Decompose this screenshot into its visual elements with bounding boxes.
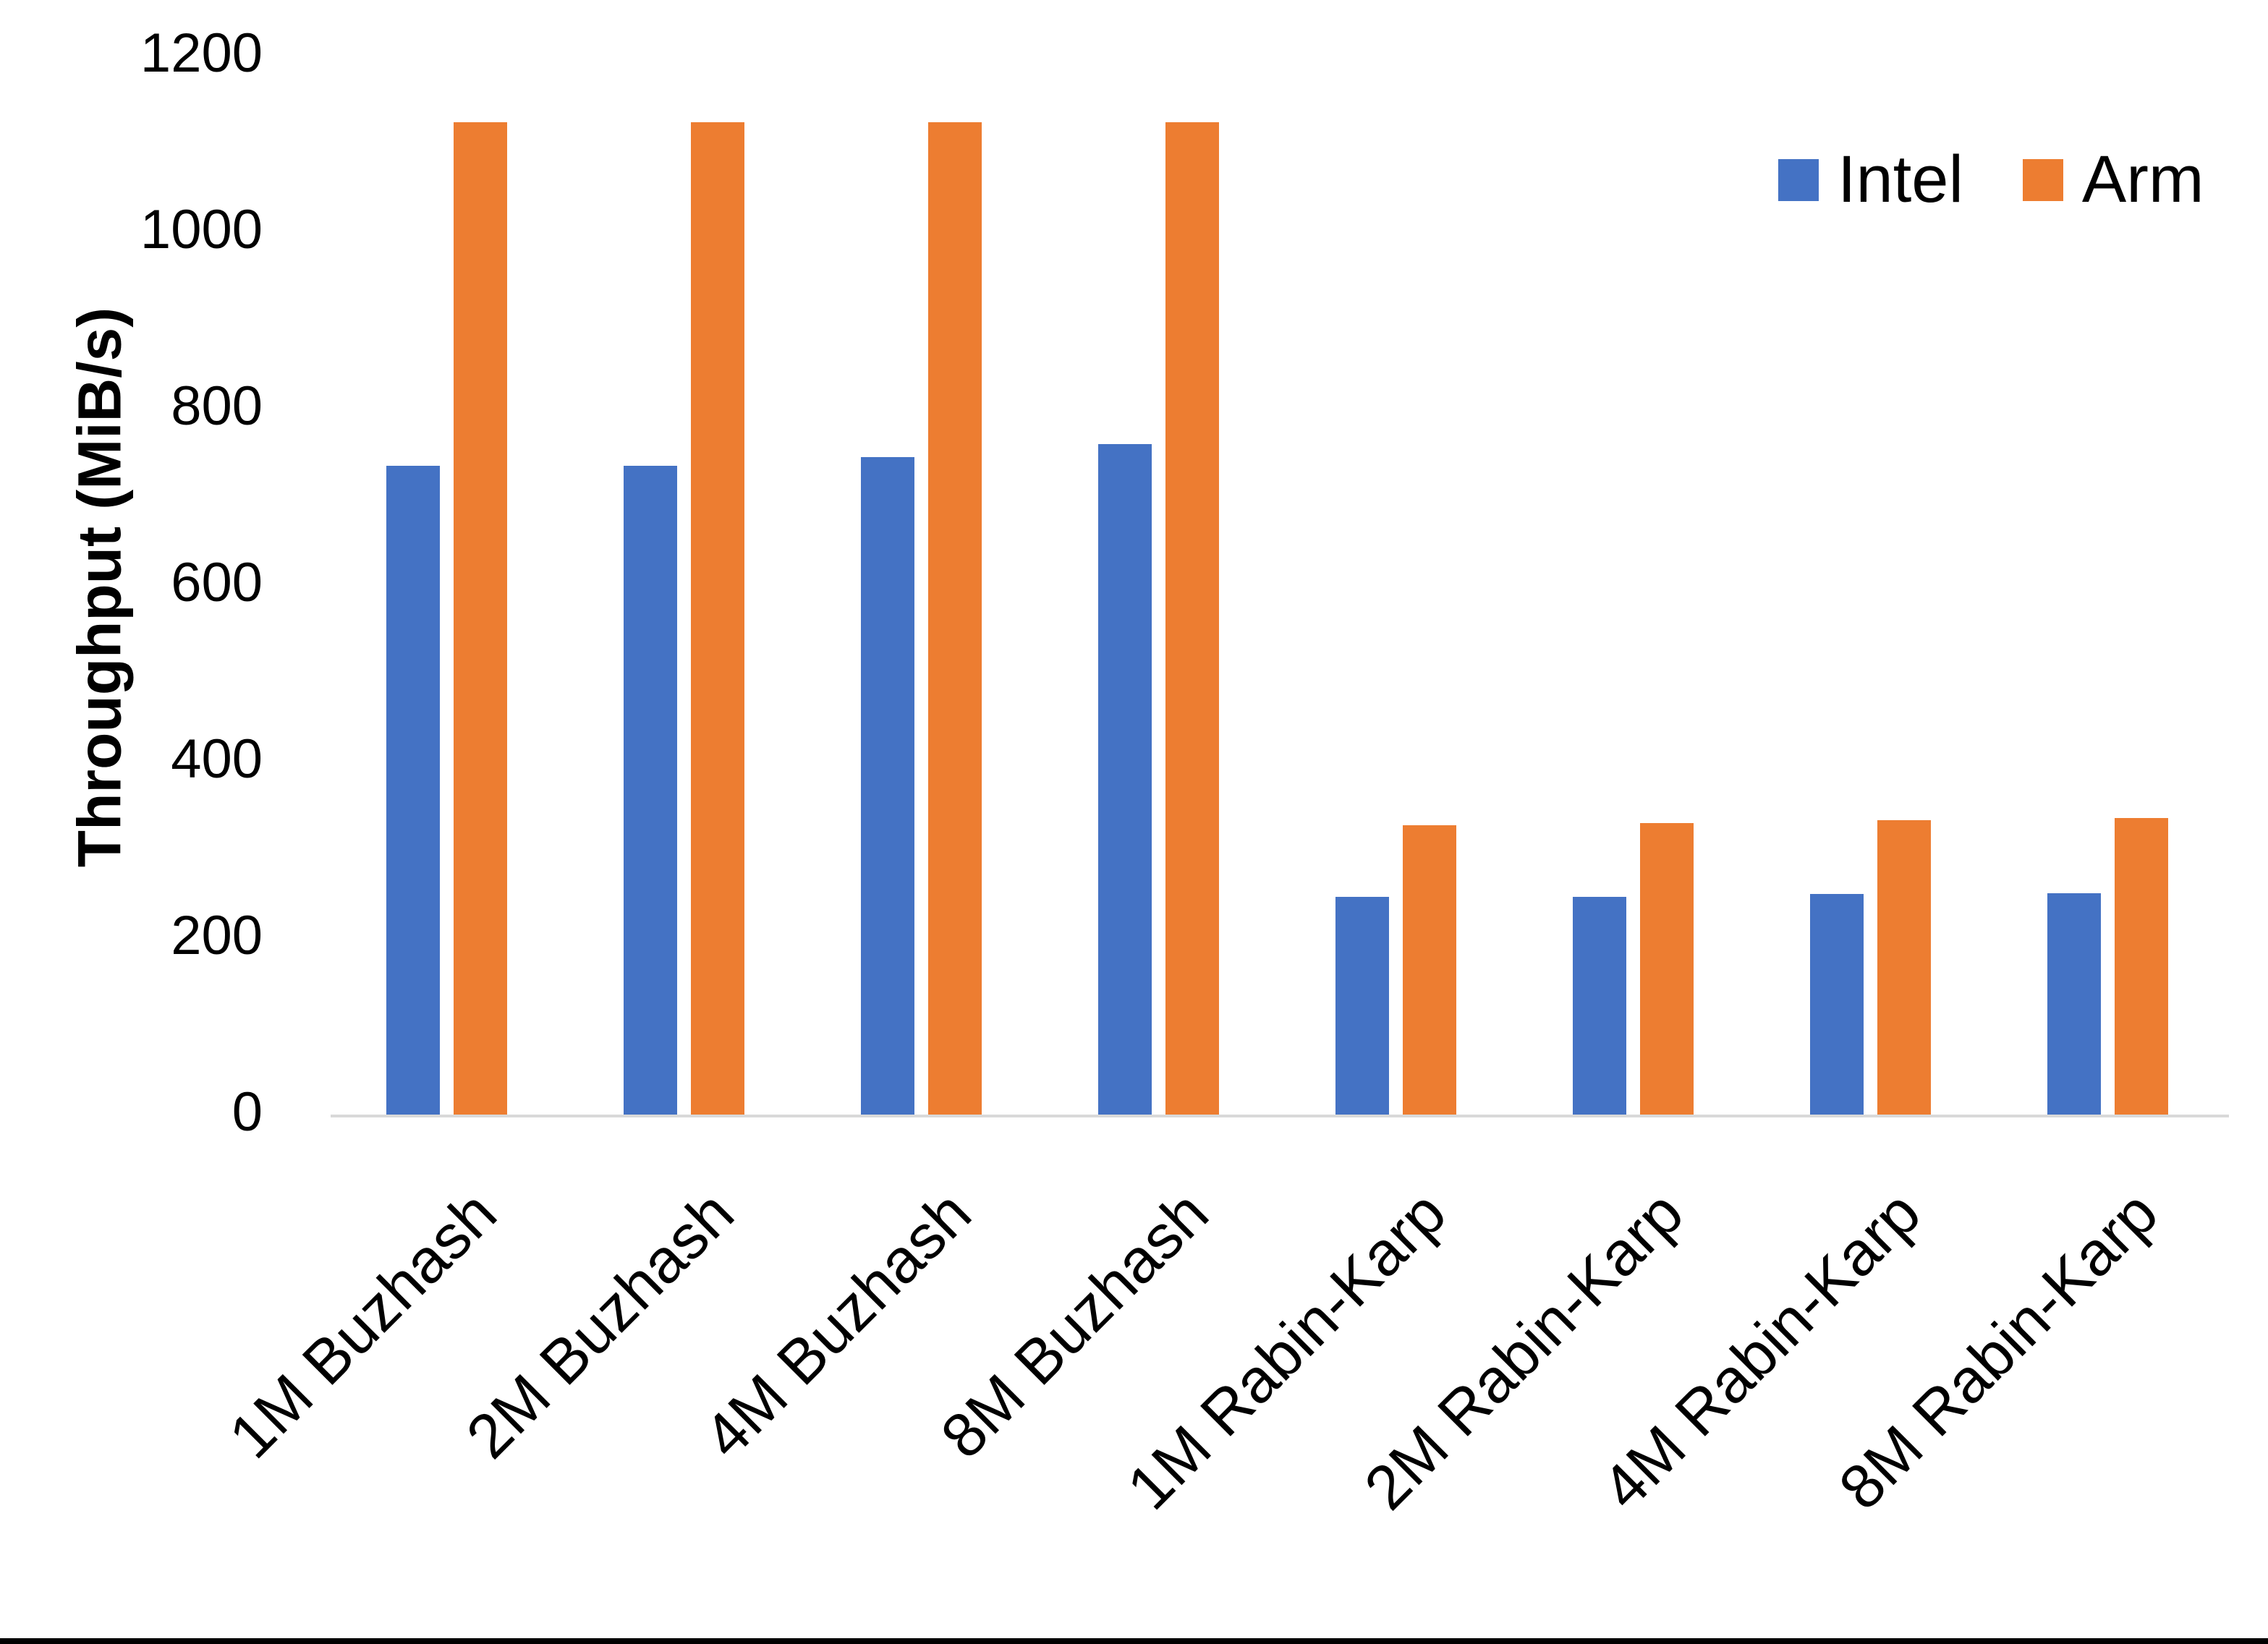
legend-label-arm: Arm	[2081, 142, 2204, 216]
bar-intel-4m-rabin-karp	[1810, 894, 1864, 1115]
bar-arm-8m-buzhash	[1165, 122, 1219, 1115]
bottom-border	[0, 1638, 2268, 1644]
bar-intel-8m-buzhash	[1098, 443, 1152, 1115]
y-tick-label-200: 200	[171, 905, 263, 967]
legend-label-intel: Intel	[1838, 142, 1963, 216]
legend: Intel Arm	[1778, 142, 2204, 218]
y-tick-label-800: 800	[171, 375, 263, 438]
y-tick-label-0: 0	[232, 1081, 263, 1143]
y-tick-label-1000: 1000	[140, 199, 263, 261]
legend-swatch-intel	[1778, 158, 1819, 201]
y-tick-label-600: 600	[171, 552, 263, 614]
legend-item-arm: Arm	[2022, 142, 2204, 218]
bar-arm-1m-buzhash	[454, 122, 507, 1115]
bar-intel-2m-buzhash	[624, 466, 677, 1115]
bar-intel-8m-rabin-karp	[2047, 893, 2101, 1115]
bar-intel-1m-buzhash	[386, 466, 440, 1115]
bar-intel-4m-buzhash	[861, 457, 914, 1115]
bar-arm-4m-rabin-karp	[1877, 819, 1931, 1115]
bar-arm-2m-rabin-karp	[1640, 823, 1694, 1115]
bar-intel-1m-rabin-karp	[1335, 896, 1389, 1115]
bar-arm-2m-buzhash	[691, 122, 744, 1115]
bar-arm-8m-rabin-karp	[2115, 818, 2168, 1115]
bar-arm-1m-rabin-karp	[1403, 825, 1456, 1115]
y-tick-label-1200: 1200	[140, 22, 263, 85]
x-axis-line	[331, 1115, 2229, 1117]
bar-intel-2m-rabin-karp	[1573, 896, 1626, 1115]
y-tick-label-400: 400	[171, 728, 263, 791]
legend-item-intel: Intel	[1778, 142, 1963, 218]
bar-arm-4m-buzhash	[928, 122, 982, 1115]
legend-swatch-arm	[2022, 158, 2063, 201]
